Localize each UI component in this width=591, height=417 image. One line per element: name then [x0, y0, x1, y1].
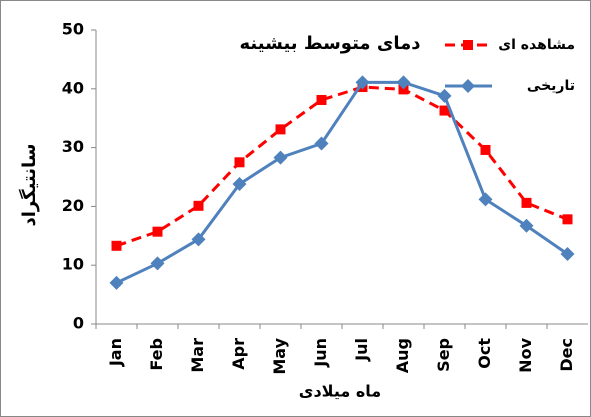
marker	[273, 150, 288, 165]
marker	[463, 40, 473, 50]
marker	[234, 157, 245, 168]
y-axis-label: سانتیگراد	[18, 144, 40, 227]
marker	[191, 232, 206, 247]
x-axis-label: ماه میلادی	[299, 382, 381, 401]
marker	[316, 94, 327, 105]
marker	[560, 247, 575, 262]
chart-title: دمای متوسط بیشینه	[240, 33, 421, 54]
x-tick-label: Feb	[147, 338, 166, 371]
marker	[152, 226, 163, 237]
y-tick-label: 40	[62, 78, 84, 97]
marker	[519, 218, 534, 233]
x-tick-label: Jul	[352, 338, 371, 362]
legend-label: تاریخی	[527, 78, 575, 94]
marker	[437, 88, 452, 103]
marker	[521, 197, 532, 208]
marker	[193, 200, 204, 211]
marker	[109, 275, 124, 290]
marker	[355, 75, 370, 90]
marker	[275, 124, 286, 135]
x-tick-label: Oct	[475, 338, 494, 369]
marker	[439, 105, 450, 116]
marker	[111, 240, 122, 251]
y-tick-label: 20	[62, 196, 84, 215]
marker	[314, 136, 329, 151]
x-tick-label: Sep	[434, 338, 453, 372]
x-tick-label: Nov	[516, 337, 535, 372]
x-tick-label: Aug	[393, 338, 412, 373]
x-tick-label: Jan	[106, 338, 125, 367]
x-tick-label: Dec	[557, 338, 576, 372]
y-tick-label: 10	[62, 255, 84, 274]
marker	[232, 177, 247, 192]
y-tick-label: 30	[62, 137, 84, 156]
series-line	[116, 85, 569, 248]
marker	[478, 192, 493, 207]
marker	[398, 84, 409, 95]
x-tick-label: Mar	[188, 338, 207, 373]
legend-label: مشاهده ای	[498, 37, 575, 53]
marker	[480, 144, 491, 155]
marker	[562, 214, 573, 225]
x-tick-label: Jun	[311, 338, 330, 368]
x-tick-label: May	[270, 337, 289, 374]
y-tick-label: 50	[62, 20, 84, 39]
y-tick-label: 0	[73, 314, 84, 333]
x-tick-label: Apr	[229, 338, 248, 370]
series-line	[115, 80, 569, 285]
marker	[396, 75, 411, 90]
marker	[461, 79, 475, 93]
marker	[150, 256, 165, 271]
